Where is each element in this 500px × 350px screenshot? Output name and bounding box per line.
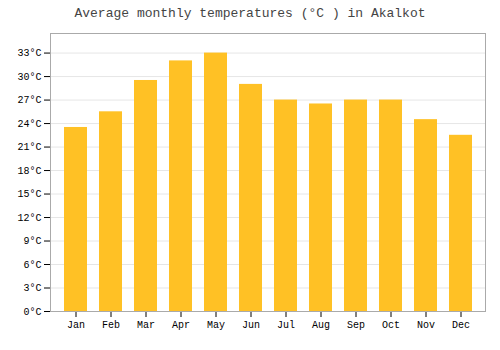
svg-text:Jul: Jul [277,320,295,331]
svg-text:Sep: Sep [347,320,365,331]
svg-text:Mar: Mar [137,320,155,331]
svg-text:12°C: 12°C [17,213,41,224]
svg-text:Jun: Jun [242,320,260,331]
svg-text:21°C: 21°C [17,142,41,153]
svg-text:30°C: 30°C [17,72,41,83]
svg-text:Dec: Dec [452,320,470,331]
svg-text:15°C: 15°C [17,189,41,200]
svg-text:Oct: Oct [382,320,400,331]
svg-text:Apr: Apr [172,320,190,331]
svg-text:18°C: 18°C [17,166,41,177]
svg-text:Aug: Aug [312,320,330,331]
svg-text:0°C: 0°C [23,307,41,318]
svg-text:3°C: 3°C [23,283,41,294]
svg-text:Feb: Feb [102,320,120,331]
svg-text:24°C: 24°C [17,119,41,130]
svg-text:9°C: 9°C [23,236,41,247]
svg-text:May: May [207,320,225,331]
svg-text:27°C: 27°C [17,95,41,106]
svg-text:33°C: 33°C [17,48,41,59]
svg-text:Nov: Nov [417,320,435,331]
svg-text:6°C: 6°C [23,260,41,271]
html-text:Average monthly temperatures (: Average monthly temperatures (°C ) in Ak… [74,6,426,21]
svg-text:Jan: Jan [67,320,85,331]
